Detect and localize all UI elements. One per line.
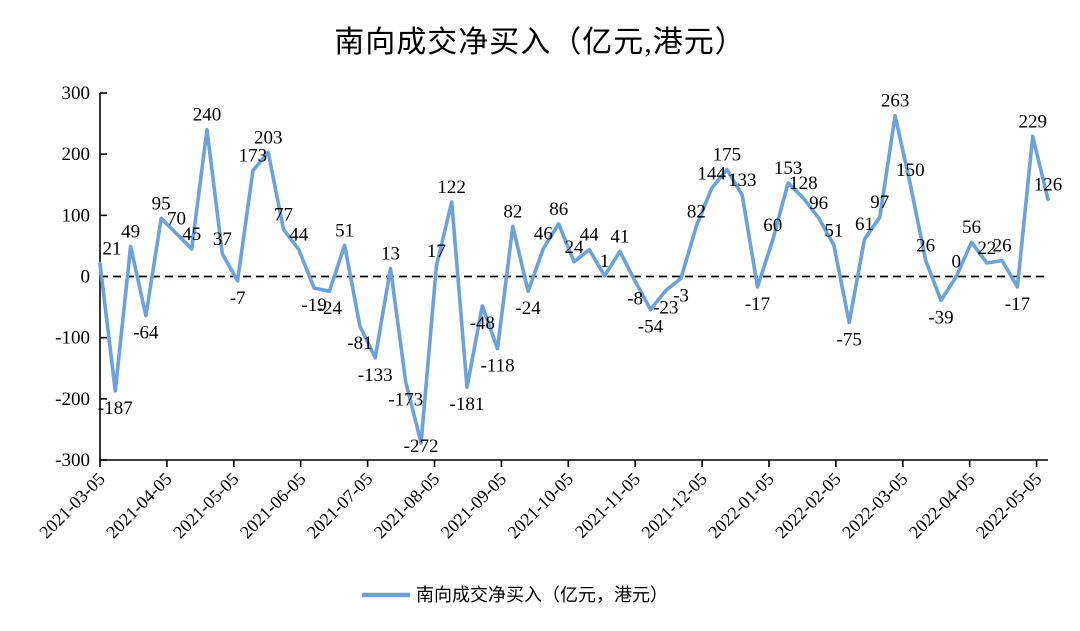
data-point-label: 126 (1034, 174, 1063, 195)
data-point-label: -272 (404, 436, 439, 457)
x-tick-label: 2022-04-05 (905, 469, 979, 543)
data-point-label: 70 (167, 209, 186, 230)
data-point-label: 51 (335, 220, 354, 241)
data-point-label: 229 (1018, 111, 1047, 132)
data-point-label: 173 (239, 146, 268, 167)
data-point-label: 95 (152, 193, 171, 214)
data-point-label: -17 (1005, 294, 1030, 315)
x-tick-label: 2022-01-05 (704, 469, 778, 543)
data-point-label: 61 (855, 214, 874, 235)
data-point-label: 128 (789, 173, 818, 194)
x-tick-label: 2021-10-05 (504, 469, 578, 543)
x-tick-label: 2021-05-05 (169, 469, 243, 543)
x-tick-label: 2021-06-05 (236, 469, 310, 543)
plot-area: 300 200 100 0 -100 -200 -3002021-03-052021-04-… (35, 83, 1062, 542)
data-point-label: 240 (193, 105, 222, 126)
data-point-label: -19 (301, 295, 326, 316)
data-point-label: 26 (916, 236, 935, 257)
data-point-label: 1 (600, 251, 610, 272)
data-point-label: 22 (977, 238, 996, 259)
legend: 南向成交净买入（亿元，港元） (362, 585, 668, 605)
x-tick-label: 2022-05-05 (972, 469, 1046, 543)
data-point-label: 86 (549, 199, 568, 220)
x-tick-label: 2021-08-05 (370, 469, 444, 543)
data-series-line (98, 113, 1050, 445)
data-point-label: 21 (103, 239, 122, 260)
data-point-label: 60 (763, 215, 782, 236)
x-tick-label: 2022-02-05 (771, 469, 845, 543)
data-point-label: 263 (881, 91, 910, 112)
data-point-label: 175 (713, 144, 742, 165)
data-point-label: 45 (182, 224, 201, 245)
data-point-label: -54 (638, 317, 664, 338)
data-point-label: 82 (503, 201, 522, 222)
data-point-label: 49 (121, 222, 140, 243)
data-point-label: 77 (274, 204, 293, 225)
x-tick-label: 2021-07-05 (303, 469, 377, 543)
y-tick-label: -100 (55, 328, 90, 349)
data-point-label: -7 (230, 288, 246, 309)
data-point-label: -23 (653, 298, 678, 319)
data-point-label: -81 (347, 333, 372, 354)
data-point-label: 13 (381, 244, 400, 265)
data-point-label: -24 (317, 298, 343, 319)
data-point-label: 133 (728, 170, 757, 191)
data-point-label: 51 (824, 220, 843, 241)
data-point-label: 44 (580, 225, 600, 246)
y-tick-label: 300 (62, 83, 91, 104)
data-point-label: -64 (133, 323, 159, 344)
data-point-label: 17 (427, 241, 446, 262)
x-tick-label: 2022-03-05 (838, 469, 912, 543)
data-point-label: -118 (480, 356, 514, 377)
data-point-label: 150 (896, 160, 925, 181)
x-tick-label: 2021-11-05 (571, 469, 644, 542)
legend-label: 南向成交净买入（亿元，港元） (416, 585, 668, 605)
data-point-label: 41 (610, 226, 629, 247)
data-point-label: -75 (837, 329, 862, 350)
y-tick-label: -300 (55, 450, 90, 471)
data-point-label: -17 (745, 294, 770, 315)
data-point-label: 144 (697, 163, 726, 184)
data-point-label: 82 (687, 201, 706, 222)
data-point-label: 24 (565, 237, 585, 258)
x-tick-label: 2021-12-05 (637, 469, 711, 543)
data-point-label: 26 (993, 236, 1012, 257)
data-point-label: 122 (437, 177, 466, 198)
data-point-label: 37 (213, 229, 232, 250)
data-point-label: -48 (470, 313, 495, 334)
data-point-label: 97 (870, 192, 889, 213)
data-point-label: -3 (673, 285, 689, 306)
data-point-label: 44 (289, 225, 309, 246)
data-point-label: 153 (774, 158, 803, 179)
x-tick-label: 2021-04-05 (102, 469, 176, 543)
y-tick-label: 100 (62, 205, 91, 226)
data-point-label: 203 (254, 127, 283, 148)
data-point-label: -39 (928, 307, 953, 328)
data-point-label: 96 (809, 193, 828, 214)
data-point-label: -181 (450, 394, 485, 415)
y-tick-label: -200 (55, 389, 90, 410)
y-tick-label: 200 (62, 144, 91, 165)
data-point-label: -24 (515, 298, 541, 319)
chart-title: 南向成交净买入（亿元,港元） (334, 26, 746, 59)
data-point-label: -8 (627, 288, 643, 309)
data-point-label: -133 (358, 365, 393, 386)
data-point-label: 56 (962, 217, 981, 238)
data-point-label: 0 (952, 252, 962, 273)
x-tick-label: 2021-09-05 (437, 469, 511, 543)
y-tick-label: 0 (81, 267, 91, 288)
x-tick-label: 2021-03-05 (35, 469, 109, 543)
data-point-label: -173 (388, 389, 423, 410)
data-point-label: -187 (98, 398, 133, 419)
data-point-label: 46 (534, 223, 553, 244)
